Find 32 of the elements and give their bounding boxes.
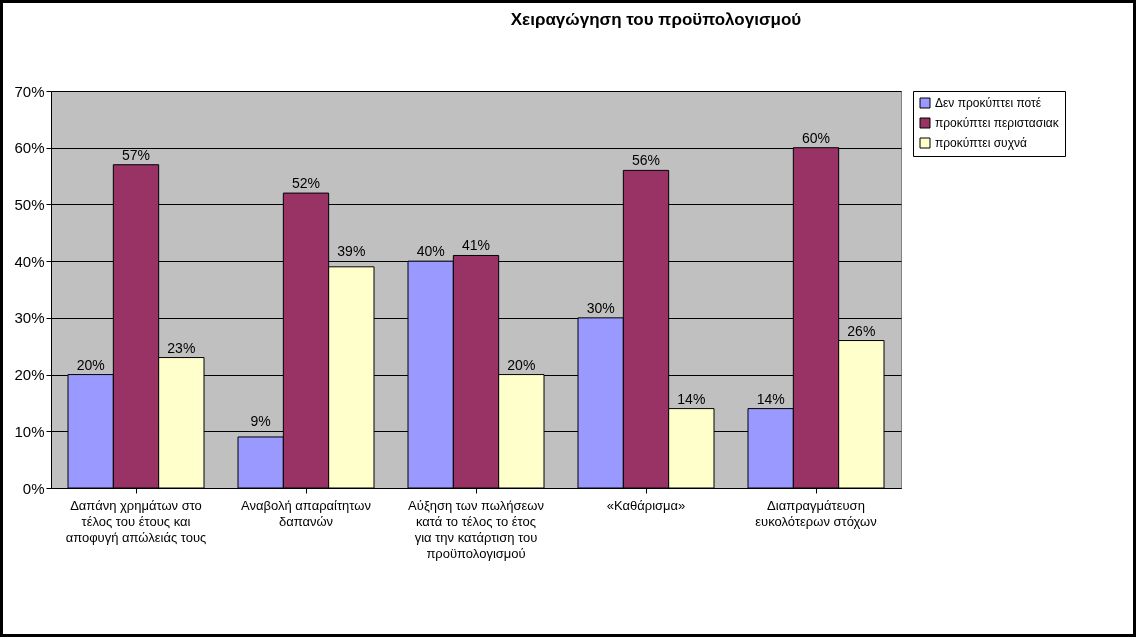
y-tick-label: 60% bbox=[14, 139, 45, 157]
data-label: 9% bbox=[250, 413, 271, 430]
data-label: 23% bbox=[167, 339, 196, 356]
data-label: 41% bbox=[461, 237, 491, 254]
data-label: 39% bbox=[337, 243, 366, 260]
data-label: 60% bbox=[801, 129, 831, 146]
data-label: 14% bbox=[677, 390, 706, 407]
data-label: 57% bbox=[121, 146, 151, 163]
x-tick-label: Αναβολή απαραίτητων δαπανών bbox=[241, 497, 371, 529]
data-label: 20% bbox=[76, 356, 105, 373]
data-label: 40% bbox=[416, 243, 445, 260]
data-label: 20% bbox=[507, 356, 536, 373]
data-label: 52% bbox=[291, 175, 321, 192]
legend-label: Δεν προκύπτει ποτέ bbox=[935, 96, 1042, 110]
x-tick-label: Διαπραγμάτευση ευκολότερων στόχων bbox=[755, 497, 877, 529]
data-label: 30% bbox=[586, 299, 615, 316]
data-label: 26% bbox=[847, 322, 876, 339]
x-tick-label: Δαπάνη χρημάτων στο τέλος του έτους και αποφυγή απώλειάς τους bbox=[65, 497, 207, 545]
y-tick-label: 10% bbox=[14, 422, 45, 440]
y-tick-label: 70% bbox=[14, 82, 45, 100]
x-tick-label: «Καθάρισμα» bbox=[606, 497, 686, 513]
legend-label: προκύπτει περιστασιακ bbox=[935, 116, 1060, 130]
x-tick-label: Αύξηση των πωλήσεων κατά το τέλος το έτος για την κατάρτιση του προϋπολογισμού bbox=[408, 497, 544, 561]
y-tick-label: 30% bbox=[14, 309, 45, 327]
chart-title: Χειραγώγηση του προϋπολογισμού bbox=[510, 10, 802, 29]
legend-label: προκύπτει συχνά bbox=[935, 136, 1027, 150]
y-tick-label: 0% bbox=[22, 479, 45, 497]
y-tick-label: 50% bbox=[14, 195, 45, 213]
data-label: 56% bbox=[631, 152, 661, 169]
y-tick-label: 20% bbox=[14, 366, 45, 384]
data-label: 14% bbox=[756, 390, 785, 407]
y-tick-label: 40% bbox=[14, 252, 45, 270]
